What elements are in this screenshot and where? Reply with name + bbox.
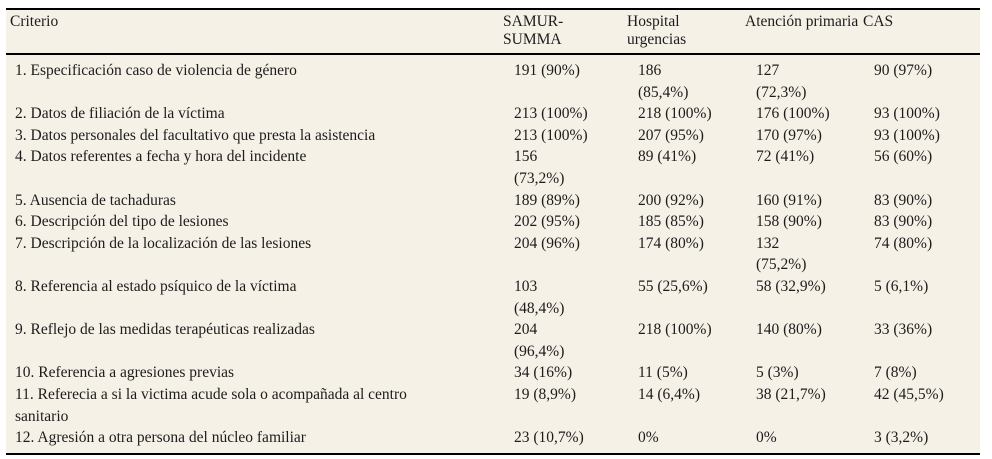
value-cell: 33 (36%): [874, 321, 933, 339]
table-row: 8. Referencia al estado psíquico de la v…: [6, 276, 980, 319]
table-row: 3. Datos personales del facultativo que …: [6, 125, 980, 147]
value-cell: 83 (90%): [874, 191, 933, 209]
criterion-label: 9. Reflejo de las medidas terapéuticas r…: [15, 321, 315, 339]
value-cell: 185 (85%): [638, 213, 704, 231]
value-cell: 55 (25,6%): [638, 277, 708, 295]
value-cell: 11 (5%): [638, 364, 688, 382]
value-cell: 7 (8%): [874, 364, 917, 382]
table-row: 7. Descripción de la localización de las…: [6, 233, 980, 276]
value-cell: 127 (72,3%): [756, 62, 807, 101]
table-row: 11. Referecia a si la victima acude sola…: [6, 384, 980, 427]
value-cell: 83 (90%): [874, 213, 933, 231]
value-cell: 218 (100%): [638, 105, 712, 123]
value-cell: 34 (16%): [514, 364, 573, 382]
value-cell: 204 (96%): [514, 234, 580, 252]
value-cell: 89 (41%): [638, 148, 697, 166]
value-cell: 202 (95%): [514, 213, 580, 231]
table-row: 10. Referencia a agresiones previas 34 (1…: [6, 362, 980, 384]
value-cell: 5 (6,1%): [874, 277, 929, 295]
value-cell: 207 (95%): [638, 126, 704, 144]
criterion-label: 6. Descripción del tipo de lesiones: [15, 213, 229, 231]
value-cell: 213 (100%): [514, 105, 588, 123]
column-header-criterio: Criterio: [6, 10, 503, 55]
criterion-label: 4. Datos referentes a fecha y hora del i…: [15, 148, 307, 166]
value-cell: 23 (10,7%): [514, 429, 584, 447]
value-cell: 5 (3%): [756, 364, 799, 382]
criterion-label: 11. Referecia a si la victima acude sola…: [15, 385, 407, 425]
value-cell: 38 (21,7%): [756, 385, 826, 403]
criterion-label: 1. Especificación caso de violencia de g…: [15, 62, 297, 79]
column-header-cas: CAS: [863, 10, 980, 55]
value-cell: 19 (8,9%): [514, 385, 576, 403]
value-cell: 170 (97%): [756, 126, 822, 144]
table-row: 5. Ausencia de tachaduras 189 (89%) 200 (9…: [6, 190, 980, 212]
value-cell: 158 (90%): [756, 213, 822, 231]
criterion-label: 3. Datos personales del facultativo que …: [15, 126, 376, 144]
criterion-label: 10. Referencia a agresiones previas: [15, 364, 235, 382]
value-cell: 176 (100%): [756, 105, 830, 123]
value-cell: 3 (3,2%): [874, 429, 929, 447]
value-cell: 200 (92%): [638, 191, 704, 209]
value-cell: 191 (90%): [514, 62, 580, 79]
value-cell: 204 (96,4%): [514, 321, 565, 360]
table-row: 12. Agresión a otra persona del núcleo f…: [6, 427, 980, 453]
value-cell: 74 (80%): [874, 234, 933, 252]
value-cell: 93 (100%): [874, 126, 940, 144]
table-row: 6. Descripción del tipo de lesiones 202 (…: [6, 211, 980, 233]
table-row: 2. Datos de filiación de la víctima 213 (…: [6, 103, 980, 125]
table-row: 4. Datos referentes a fecha y hora del i…: [6, 146, 980, 189]
value-cell: 213 (100%): [514, 126, 588, 144]
criterion-label: 2. Datos de filiación de la víctima: [15, 105, 225, 123]
table-panel: Criterio SAMUR- SUMMA Hospital urgencias…: [6, 8, 980, 455]
value-cell: 174 (80%): [638, 234, 704, 252]
value-cell: 140 (80%): [756, 321, 822, 339]
criterion-label: 5. Ausencia de tachaduras: [15, 191, 176, 209]
table-row: 1. Especificación caso de violencia de g…: [6, 54, 980, 103]
value-cell: 93 (100%): [874, 105, 940, 123]
value-cell: 0%: [756, 429, 777, 447]
value-cell: 186 (85,4%): [638, 62, 689, 101]
criterion-label: 8. Referencia al estado psíquico de la v…: [15, 277, 297, 295]
value-cell: 0%: [638, 429, 659, 447]
value-cell: 160 (91%): [756, 191, 822, 209]
value-cell: 218 (100%): [638, 321, 712, 339]
value-cell: 42 (45,5%): [874, 385, 944, 403]
value-cell: 56 (60%): [874, 148, 933, 166]
value-cell: 103 (48,4%): [514, 277, 565, 317]
column-header-atencion-primaria: Atención primaria: [745, 10, 863, 55]
criteria-table: Criterio SAMUR- SUMMA Hospital urgencias…: [6, 10, 980, 453]
value-cell: 72 (41%): [756, 148, 815, 166]
value-cell: 90 (97%): [874, 62, 933, 79]
value-cell: 58 (32,9%): [756, 277, 826, 295]
table-row: 9. Reflejo de las medidas terapéuticas r…: [6, 319, 980, 362]
value-cell: 189 (89%): [514, 191, 580, 209]
column-header-hospital-urgencias: Hospital urgencias: [627, 10, 745, 55]
criterion-label: 12. Agresión a otra persona del núcleo f…: [15, 429, 306, 447]
criterion-label: 7. Descripción de la localización de las…: [15, 234, 312, 252]
value-cell: 132 (75,2%): [756, 234, 807, 274]
column-header-samur-summa: SAMUR- SUMMA: [503, 10, 627, 55]
value-cell: 156 (73,2%): [514, 148, 565, 187]
value-cell: 14 (6,4%): [638, 385, 700, 403]
header-row: Criterio SAMUR- SUMMA Hospital urgencias…: [6, 10, 980, 55]
